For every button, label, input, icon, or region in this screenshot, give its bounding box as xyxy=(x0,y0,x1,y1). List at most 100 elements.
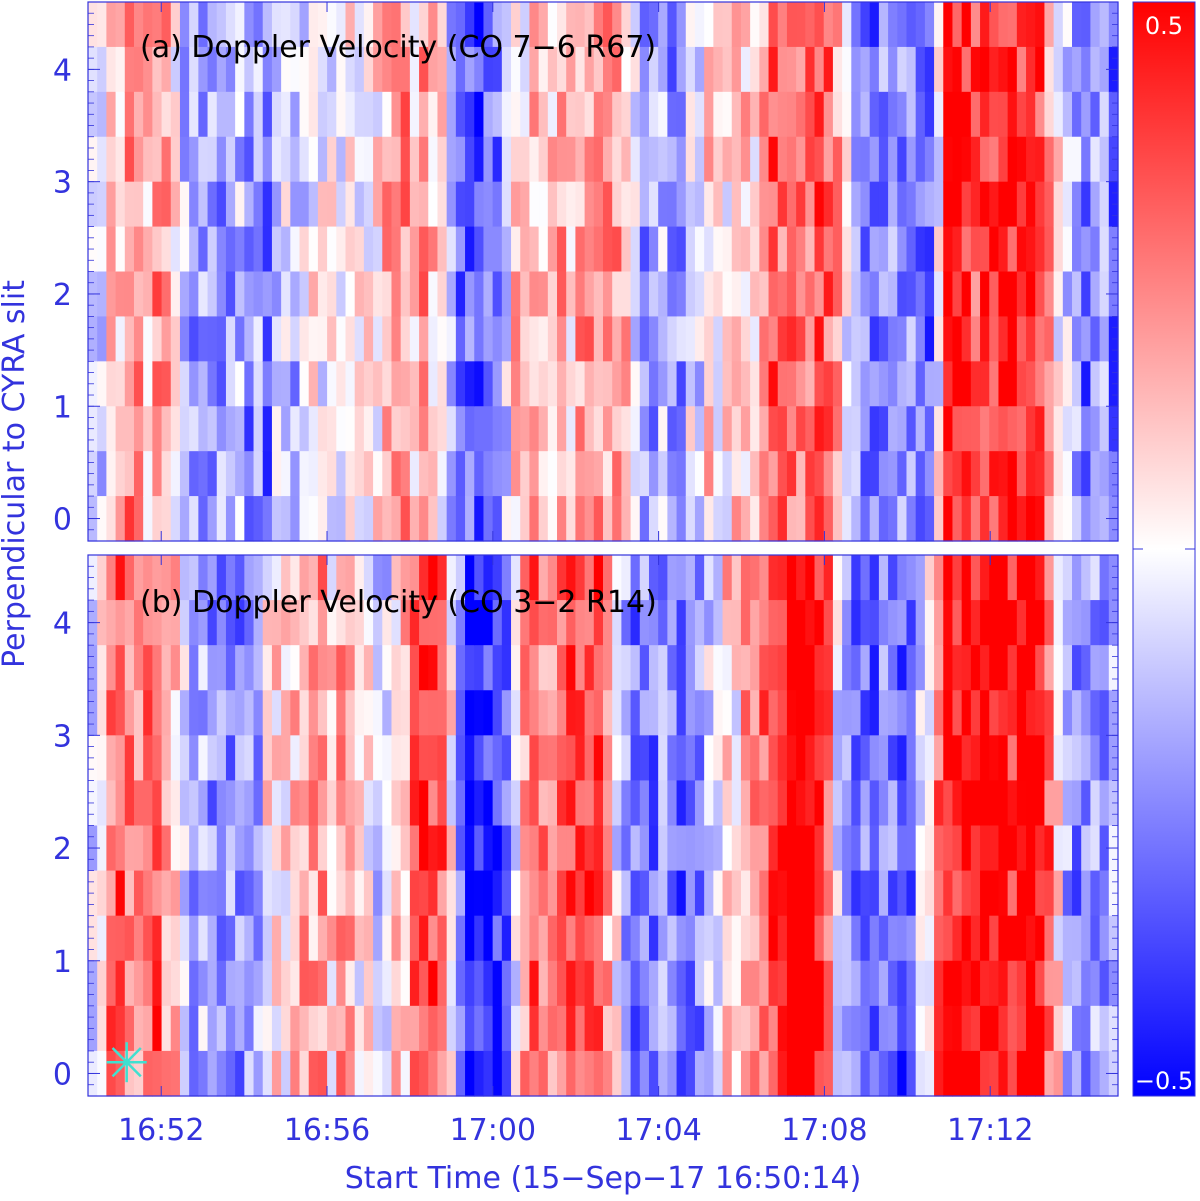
heatmap-cell xyxy=(915,361,926,407)
heatmap-cell xyxy=(1090,1050,1101,1097)
heatmap-cell xyxy=(888,361,898,407)
heatmap-cell xyxy=(593,496,604,542)
heatmap-cell xyxy=(474,735,485,782)
heatmap-cell xyxy=(143,690,153,736)
heatmap-cell xyxy=(465,780,475,827)
panel-a-ticks xyxy=(88,1,1118,542)
heatmap-cell xyxy=(924,645,935,691)
heatmap-cell xyxy=(768,735,779,782)
heatmap-cell xyxy=(336,600,347,646)
heatmap-cell xyxy=(842,870,852,917)
heatmap-cell xyxy=(704,555,714,601)
heatmap-cell xyxy=(860,451,871,497)
heatmap-cell xyxy=(722,960,733,1007)
heatmap-cell xyxy=(1081,406,1092,452)
heatmap-cell xyxy=(676,645,687,691)
heatmap-cell xyxy=(1053,2,1064,48)
heatmap-cell xyxy=(115,361,126,407)
heatmap-cell xyxy=(621,915,632,962)
heatmap-cell xyxy=(529,91,540,138)
heatmap-cell xyxy=(980,91,990,138)
heatmap-cell xyxy=(1072,870,1082,917)
heatmap-cell xyxy=(740,496,751,542)
heatmap-cell xyxy=(409,406,420,452)
heatmap-cell xyxy=(1035,825,1046,872)
heatmap-cell xyxy=(851,1050,862,1097)
panel-b-ticks xyxy=(88,554,1118,1097)
heatmap-cell xyxy=(906,2,917,48)
heatmap-cell xyxy=(1090,960,1101,1007)
heatmap-cell xyxy=(796,690,806,736)
heatmap-cell xyxy=(832,226,843,273)
heatmap-cell xyxy=(336,226,347,273)
heatmap-cell xyxy=(906,690,917,736)
heatmap-cell xyxy=(327,91,337,138)
heatmap-cell xyxy=(161,960,172,1007)
heatmap-cell xyxy=(1081,91,1092,138)
heatmap-cell xyxy=(207,780,218,827)
heatmap-cell xyxy=(363,1005,374,1052)
heatmap-cell xyxy=(1044,271,1055,318)
heatmap-cell xyxy=(961,1005,972,1052)
heatmap-cell xyxy=(547,825,558,872)
heatmap-cell xyxy=(133,1005,144,1052)
heatmap-cell xyxy=(998,1050,1009,1097)
heatmap-cell xyxy=(373,870,383,917)
heatmap-cell xyxy=(179,361,190,407)
heatmap-cell xyxy=(308,555,319,601)
heatmap-cell xyxy=(179,136,190,183)
heatmap-cell xyxy=(906,451,917,497)
heatmap-cell xyxy=(235,361,245,407)
heatmap-cell xyxy=(483,645,494,691)
heatmap-cell xyxy=(860,271,871,318)
heatmap-cell xyxy=(133,316,144,362)
heatmap-cell xyxy=(143,780,153,827)
heatmap-cell xyxy=(446,226,457,273)
heatmap-cell xyxy=(161,555,172,601)
heatmap-cell xyxy=(529,1005,540,1052)
heatmap-cell xyxy=(253,136,264,183)
heatmap-cell xyxy=(143,271,153,318)
heatmap-cell xyxy=(115,271,126,318)
heatmap-cell xyxy=(317,91,328,138)
heatmap-cell xyxy=(501,226,512,273)
heatmap-cell xyxy=(363,91,374,138)
heatmap-cell xyxy=(924,1005,935,1052)
heatmap-cell xyxy=(492,226,503,273)
heatmap-cell xyxy=(1016,555,1027,601)
heatmap-cell xyxy=(566,406,577,452)
heatmap-cell xyxy=(207,870,218,917)
heatmap-cell xyxy=(281,1005,291,1052)
heatmap-cell xyxy=(915,600,926,646)
heatmap-cell xyxy=(400,451,411,497)
heatmap-cell xyxy=(575,780,586,827)
heatmap-cell xyxy=(731,960,742,1007)
heatmap-cell xyxy=(1090,181,1101,228)
heatmap-cell xyxy=(437,960,448,1007)
heatmap-cell xyxy=(961,825,972,872)
heatmap-cell xyxy=(906,91,917,138)
heatmap-cell xyxy=(336,271,347,318)
heatmap-cell xyxy=(989,2,1000,48)
heatmap-cell xyxy=(906,361,917,407)
heatmap-cell xyxy=(805,1005,816,1052)
heatmap-cell xyxy=(170,690,181,736)
heatmap-cell xyxy=(207,316,218,362)
heatmap-cell xyxy=(373,600,383,646)
heatmap-cell xyxy=(538,2,549,48)
heatmap-cell xyxy=(538,46,549,93)
heatmap-cell xyxy=(428,960,439,1007)
heatmap-cell xyxy=(658,1005,668,1052)
heatmap-cell xyxy=(317,1005,328,1052)
heatmap-cell xyxy=(437,271,448,318)
heatmap-cell xyxy=(235,406,245,452)
heatmap-cell xyxy=(189,91,199,138)
heatmap-cell xyxy=(869,735,880,782)
heatmap-cell xyxy=(740,780,751,827)
heatmap-cell xyxy=(124,960,135,1007)
heatmap-cell xyxy=(906,735,917,782)
heatmap-cell xyxy=(750,361,760,407)
heatmap-cell xyxy=(317,915,328,962)
heatmap-cell xyxy=(299,645,310,691)
